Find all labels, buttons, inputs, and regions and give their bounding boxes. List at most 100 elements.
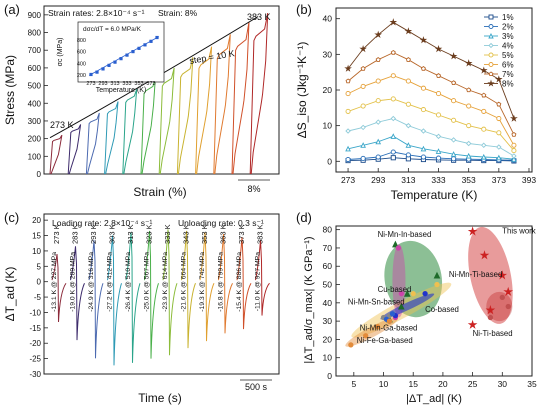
panel-b-series-point [420, 107, 426, 113]
panel-b-series-point [420, 145, 427, 152]
panel-a: (a) 0 100 200 300 400 500 600 700 800 900 Stress … [3, 2, 280, 199]
panel-d-ylabel: |ΔT_ad/σ_max| (K GPa⁻¹) [303, 236, 315, 363]
panel-d-point [403, 290, 411, 297]
panel-a-curve [67, 124, 82, 175]
panel-d-point [395, 245, 402, 251]
panel-d-region [392, 244, 406, 318]
panel-b-series-point [345, 145, 351, 152]
panel-b-series-point [466, 103, 472, 109]
panel-d-point [398, 291, 404, 297]
panel-b-legend-marker [488, 71, 494, 77]
panel-b-series-point [511, 142, 517, 148]
panel-b-series-point [481, 142, 487, 148]
panel-a-curve [176, 57, 194, 175]
panel-d-group-label: Ni-Mn-In-based [378, 230, 432, 239]
panel-a-inset: 273 293 313 333 353 373 200 400 600 800 dσc/dT = … [57, 21, 165, 94]
panel-b-y-tick-label: 40 [323, 14, 333, 24]
panel-d-group-label: This work [502, 226, 535, 235]
inset-y-tick-label: 200 [77, 73, 86, 79]
panel-b-series-point [465, 140, 472, 147]
panel-c-min-label: -19.0 K @ 289 MPa [70, 252, 77, 312]
panel-b-legend-label: 5% [502, 51, 514, 60]
inset-x-tick-label: 373 [146, 81, 155, 87]
panel-b-series-point [360, 65, 366, 71]
panel-b-series-point [359, 45, 367, 53]
panel-b-series-point [435, 148, 442, 154]
panel-a-y-ticks: 0 100 200 300 400 500 600 700 800 900 [28, 11, 48, 179]
panel-a-curve [213, 34, 231, 175]
inset-point [113, 60, 117, 64]
panel-d-y-tick-label: 70 [323, 243, 333, 253]
panel-b-series-point [420, 128, 427, 134]
panel-a-xlabel: Strain (%) [133, 185, 186, 199]
panel-b-series-point [466, 123, 472, 129]
panel-b-series-line [347, 98, 515, 151]
panel-b-legend-marker [488, 14, 494, 20]
panel-c-ylabel: ΔT_ad (K) [3, 267, 17, 322]
panel-c-y-tick-label: 20 [32, 216, 41, 225]
panel-d-point [479, 250, 490, 260]
panel-c-curves: 273 K -13.1 K @ 227 MPa 283 K -19.0 K @ 289… [51, 224, 270, 366]
panel-d-y-tick-label: 40 [323, 298, 333, 308]
panel-b-series-point [390, 133, 397, 139]
inset-point [119, 57, 123, 61]
panel-d-y-tick-label: 60 [323, 261, 333, 271]
panel-c-curve [144, 230, 159, 359]
panel-b-legend: 1%2%3%4%5%6%7%8% [484, 13, 514, 89]
panel-b-series-point [420, 85, 426, 91]
panel-c-temp-label: 273 K [52, 224, 61, 244]
panel-c-curve [218, 233, 233, 334]
panel-b-series-point [345, 108, 351, 114]
panel-d-point [386, 318, 393, 324]
panel-b-series-point [435, 155, 442, 161]
panel-b-series-point [390, 149, 396, 155]
panel-d-point [467, 226, 478, 236]
panel-c-min-label: -27.2 K @ 412 MPa [107, 252, 114, 312]
panel-b-legend-label: 1% [502, 13, 514, 22]
inset-point [125, 53, 129, 57]
panel-d-xlabel: |ΔT_ad| (K) [406, 393, 462, 405]
panel-c-temp-label: 333 K [163, 224, 172, 244]
panel-b-series-point [344, 64, 352, 72]
panel-c-min-label: -23.9 K @ 614 MPa [162, 252, 169, 312]
panel-b-legend-marker [488, 24, 494, 29]
panel-c-curve [162, 229, 178, 356]
panel-a-y-tick-label: 900 [28, 11, 42, 20]
panel-c-curve [88, 240, 104, 359]
panel-b-series-point [481, 92, 487, 98]
panel-d-point [503, 286, 514, 297]
panel-b-series [344, 18, 518, 164]
inset-point [89, 72, 93, 77]
panel-d-point [410, 291, 416, 297]
panel-d-y-tick-label: 20 [323, 334, 333, 344]
panel-b-series-point [496, 130, 502, 136]
panel-b-legend-label: 2% [502, 23, 514, 32]
panel-b-series-point [390, 115, 397, 122]
panel-c-min-label: -13.1 K @ 227 MPa [51, 252, 58, 312]
panel-c-temp-label: 353 K [200, 224, 209, 244]
panel-c-temp-label: 303 K [108, 224, 117, 244]
panel-b-series-point [495, 75, 503, 83]
panel-b-legend-label: 6% [502, 61, 514, 70]
panel-b-legend-marker [488, 52, 494, 58]
inset-ylabel: σc (MPa) [57, 38, 64, 67]
panel-b-legend-marker [488, 62, 494, 67]
panel-b-series-point [375, 154, 381, 160]
panel-d-point [485, 304, 496, 315]
inset-point [131, 50, 135, 54]
panel-b-series-point [434, 45, 443, 53]
panel-b-series-point [511, 153, 517, 159]
inset-x-tick-label: 313 [110, 81, 119, 87]
panel-b-axes: 273 293 313 333 353 373 393 0 10 20 30 40 [323, 14, 537, 185]
panel-b-series-point [481, 108, 487, 114]
panel-c-y-tick-label: 15 [32, 232, 41, 241]
panel-b-legend-label: 3% [502, 32, 514, 41]
panel-d-x-tick-label: 10 [379, 379, 389, 389]
panel-a-frame [43, 5, 280, 175]
panel-d: (d) 5 10 15 20 25 30 35 0 10 20 30 40 50 60 70 80 |ΔT_a… [296, 210, 537, 405]
panel-b-y-tick-label: 0 [327, 156, 332, 166]
panel-d-group-label: Ni-Mn-Ti-based [449, 270, 502, 279]
panel-b-series-point [511, 131, 517, 137]
inset-xlabel: Temperature (K) [96, 87, 147, 94]
inset-point [95, 70, 99, 74]
